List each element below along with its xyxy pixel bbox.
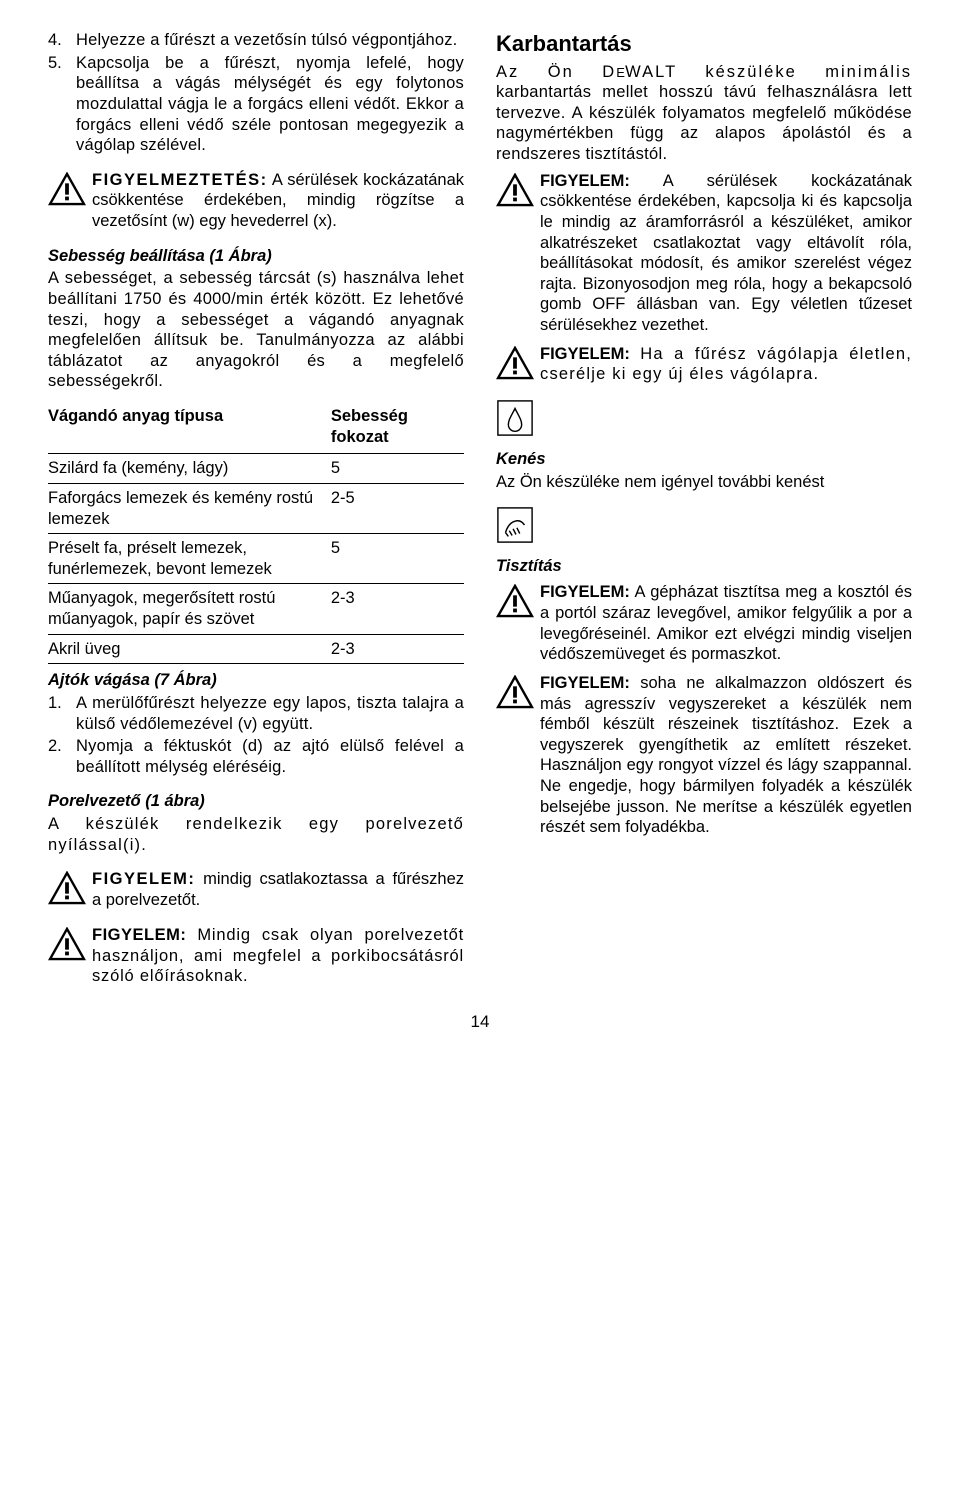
paragraph: Az Ön DEWALT készüléke minimális karbant… xyxy=(496,62,912,165)
warning-text: FIGYELEM: Mindig csak olyan porelvezetőt… xyxy=(92,925,464,987)
list-item: 5.Kapcsolja be a fűrészt, nyomja lefelé,… xyxy=(48,53,464,156)
paragraph: A sebességet, a sebesség tárcsát (s) has… xyxy=(48,268,464,392)
cell-speed: 2-3 xyxy=(331,584,464,634)
lubrication-icon-row xyxy=(496,399,912,443)
material-speed-table: Vágandó anyag típusa Sebességfokozat Szi… xyxy=(48,406,464,664)
paragraph: Az Ön készüléke nem igényel további kené… xyxy=(496,472,912,493)
heading-maintenance: Karbantartás xyxy=(496,30,912,58)
subheading-lubrication: Kenés xyxy=(496,449,912,470)
warning-lead: FIGYELEM: xyxy=(92,870,195,888)
warning-box: FIGYELEM: Mindig csak olyan porelvezetőt… xyxy=(48,925,464,987)
table-row: Akril üveg2-3 xyxy=(48,634,464,664)
step-text: Nyomja a féktuskót (d) az ajtó elülső fe… xyxy=(76,736,464,777)
oil-drop-icon xyxy=(496,399,540,443)
warning-lead: FIGYELEM: xyxy=(540,172,630,190)
warning-icon xyxy=(48,170,92,232)
step-list-top: 4.Helyezze a fűrészt a vezetősín túlsó v… xyxy=(48,30,464,156)
warning-icon xyxy=(496,171,540,336)
left-column: 4.Helyezze a fűrészt a vezetősín túlsó v… xyxy=(48,30,464,987)
warning-text: FIGYELMEZTETÉS: A sérülések kockázatának… xyxy=(92,170,464,232)
warning-box: FIGYELEM: A sérülések kockázatának csökk… xyxy=(496,171,912,336)
table-row: Szilárd fa (kemény, lágy)5 xyxy=(48,454,464,484)
cell-mat: Akril üveg xyxy=(48,634,331,664)
page-number: 14 xyxy=(48,1011,912,1032)
warning-icon xyxy=(496,673,540,838)
cell-mat: Faforgács lemezek és kemény rostú lemeze… xyxy=(48,483,331,533)
cell-speed: 5 xyxy=(331,454,464,484)
warning-icon xyxy=(496,582,540,665)
cell-speed: 2-3 xyxy=(331,634,464,664)
warning-box: FIGYELEM: A gépházat tisztítsa meg a kos… xyxy=(496,582,912,665)
warning-lead: FIGYELEM: xyxy=(540,345,630,363)
warning-box: FIGYELEM: Ha a fűrész vágólapja életlen,… xyxy=(496,344,912,386)
warning-box: FIGYELEM: soha ne alkalmazzon oldószert … xyxy=(496,673,912,838)
step-number: 1. xyxy=(48,693,76,734)
cell-mat: Műanyagok, megerősített rostú műanyagok,… xyxy=(48,584,331,634)
cleaning-icon-row xyxy=(496,506,912,550)
warning-lead: FIGYELEM: xyxy=(540,583,630,601)
warning-lead: FIGYELEM: xyxy=(540,674,630,692)
cell-mat: Préselt fa, préselt lemezek, funérlemeze… xyxy=(48,534,331,584)
step-number: 5. xyxy=(48,53,76,156)
warning-lead: FIGYELEM: xyxy=(92,926,186,944)
cell-speed: 2-5 xyxy=(331,483,464,533)
warning-icon xyxy=(496,344,540,386)
table-row: Műanyagok, megerősített rostú műanyagok,… xyxy=(48,584,464,634)
warning-lead: FIGYELMEZTETÉS: xyxy=(92,171,268,189)
paragraph: A készülék rendelkezik egy porelvezető n… xyxy=(48,814,464,855)
warning-text: FIGYELEM: A gépházat tisztítsa meg a kos… xyxy=(540,582,912,665)
brush-icon xyxy=(496,506,540,550)
step-text: A merülőfűrészt helyezze egy lapos, tisz… xyxy=(76,693,464,734)
subheading-doors: Ajtók vágása (7 Ábra) xyxy=(48,670,464,691)
door-step-list: 1.A merülőfűrészt helyezze egy lapos, ti… xyxy=(48,693,464,778)
warning-body: A sérülések kockázatának csökkentése érd… xyxy=(540,172,912,334)
warning-text: FIGYELEM: mindig csatlakoztassa a fűrész… xyxy=(92,869,464,911)
list-item: 2.Nyomja a féktuskót (d) az ajtó elülső … xyxy=(48,736,464,777)
subheading-dust: Porelvezető (1 ábra) xyxy=(48,791,464,812)
cell-mat: Szilárd fa (kemény, lágy) xyxy=(48,454,331,484)
step-number: 4. xyxy=(48,30,76,51)
warning-box: FIGYELMEZTETÉS: A sérülések kockázatának… xyxy=(48,170,464,232)
step-text: Helyezze a fűrészt a vezetősín túlsó vég… xyxy=(76,30,464,51)
warning-text: FIGYELEM: A sérülések kockázatának csökk… xyxy=(540,171,912,336)
subheading-speed: Sebesség beállítása (1 Ábra) xyxy=(48,246,464,267)
warning-text: FIGYELEM: soha ne alkalmazzon oldószert … xyxy=(540,673,912,838)
warning-icon xyxy=(48,925,92,987)
right-column: Karbantartás Az Ön DEWALT készüléke mini… xyxy=(496,30,912,987)
cell-speed: 5 xyxy=(331,534,464,584)
warning-box: FIGYELEM: mindig csatlakoztassa a fűrész… xyxy=(48,869,464,911)
list-item: 4.Helyezze a fűrészt a vezetősín túlsó v… xyxy=(48,30,464,51)
step-text: Kapcsolja be a fűrészt, nyomja lefelé, h… xyxy=(76,53,464,156)
warning-icon xyxy=(48,869,92,911)
col-speed: Sebességfokozat xyxy=(331,406,464,454)
warning-body: soha ne alkalmazzon oldószert és más agr… xyxy=(540,674,912,836)
subheading-cleaning: Tisztítás xyxy=(496,556,912,577)
warning-text: FIGYELEM: Ha a fűrész vágólapja életlen,… xyxy=(540,344,912,386)
table-row: Faforgács lemezek és kemény rostú lemeze… xyxy=(48,483,464,533)
table-row: Préselt fa, préselt lemezek, funérlemeze… xyxy=(48,534,464,584)
table-header-row: Vágandó anyag típusa Sebességfokozat xyxy=(48,406,464,454)
list-item: 1.A merülőfűrészt helyezze egy lapos, ti… xyxy=(48,693,464,734)
step-number: 2. xyxy=(48,736,76,777)
col-material: Vágandó anyag típusa xyxy=(48,406,331,454)
